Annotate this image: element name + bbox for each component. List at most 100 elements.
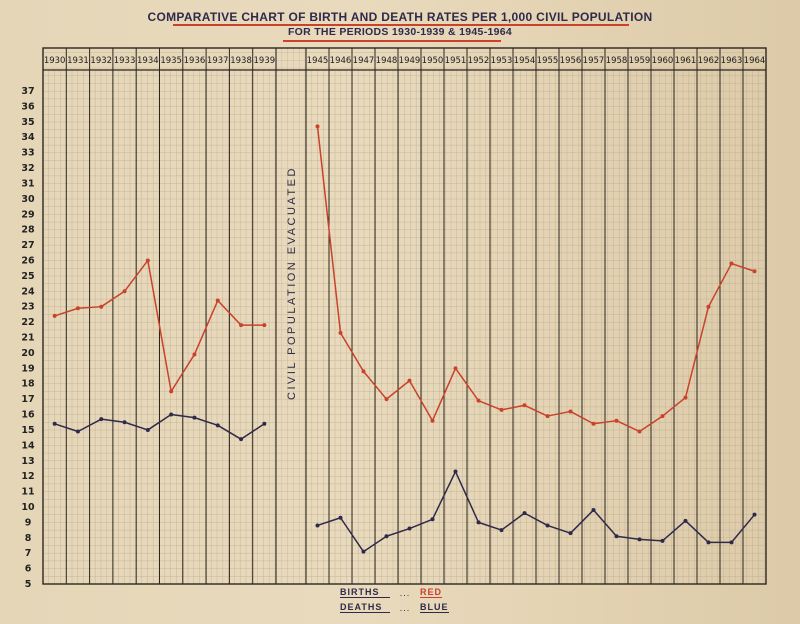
chart-title: COMPARATIVE CHART OF BIRTH AND DEATH RAT… [147,10,653,24]
births-data-point [614,418,619,423]
x-tick-label: 1949 [399,56,421,66]
births-data-point [122,289,127,294]
deaths-data-point [706,540,711,545]
x-tick-label: 1933 [114,56,136,66]
y-tick-label: 31 [21,178,34,189]
y-tick-label: 27 [21,240,34,251]
legend-births-color: RED [420,587,443,598]
y-tick-label: 16 [21,410,35,421]
x-tick-label: 1954 [514,56,536,66]
y-tick-label: 22 [21,317,34,328]
x-tick-label: 1952 [468,56,490,66]
y-tick-label: 36 [21,101,35,112]
births-data-point [430,418,435,423]
births-data-point [192,352,197,357]
deaths-data-point [52,421,57,426]
y-tick-label: 24 [21,286,35,297]
deaths-data-point [591,508,596,513]
deaths-data-point [729,540,734,545]
births-data-point [683,395,688,400]
y-tick-label: 21 [21,333,34,344]
deaths-data-point [215,423,220,428]
gap-annotation: CIVIL POPULATION EVACUATED [286,166,298,400]
x-tick-label: 1950 [422,56,444,66]
deaths-data-point [239,437,244,442]
x-tick-label: 1947 [353,56,375,66]
legend-births-label: BIRTHS [340,587,390,598]
x-tick-label: 1948 [376,56,398,66]
deaths-line [317,470,756,553]
deaths-data-point [192,415,197,420]
births-data-point [545,414,550,419]
y-tick-label: 6 [25,564,32,575]
deaths-data-point [99,417,104,422]
births-data-point [52,313,57,318]
y-tick-label: 18 [21,379,35,390]
deaths-data-point [169,412,174,417]
births-data-point [407,378,412,383]
x-tick-label: 1932 [90,56,112,66]
y-tick-label: 9 [25,517,32,528]
x-tick-label: 1956 [560,56,582,66]
x-tick-label: 1964 [744,56,766,66]
births-data-point [338,330,343,335]
births-data-point [568,409,573,414]
births-data-point [499,407,504,412]
deaths-data-point [568,531,573,536]
births-data-point [315,124,320,129]
deaths-data-point [476,520,481,525]
deaths-data-point [361,549,366,554]
subtitle-underline [283,40,501,42]
births-data-point [637,429,642,434]
chart-subtitle: FOR THE PERIODS 1930-1939 & 1945-1964 [287,26,513,38]
deaths-data-point [384,534,389,539]
y-tick-label: 30 [21,194,35,205]
deaths-data-point [637,537,642,542]
legend-deaths-label: DEATHS [340,602,390,613]
y-tick-label: 20 [21,348,35,359]
births-data-point [384,397,389,402]
y-tick-label: 11 [21,487,34,498]
y-tick-label: 26 [21,255,35,266]
x-tick-label: 1963 [721,56,743,66]
deaths-data-point [338,515,343,520]
births-data-point [729,261,734,266]
births-data-point [99,304,104,309]
x-tick-label: 1934 [137,56,159,66]
x-tick-label: 1931 [67,56,89,66]
births-data-point [215,298,220,303]
x-tick-label: 1962 [698,56,720,66]
legend-births: BIRTHS ... RED [340,585,480,600]
deaths-data-point [522,511,527,516]
x-tick-label: 1946 [330,56,352,66]
y-tick-label: 35 [21,117,34,128]
x-tick-label: 1959 [629,56,651,66]
births-data-point [706,304,711,309]
deaths-line [54,413,265,440]
y-tick-label: 5 [25,579,32,590]
y-tick-label: 10 [21,502,35,513]
births-data-point [591,421,596,426]
legend: BIRTHS ... RED DEATHS ... BLUE [340,585,480,615]
y-tick-label: 28 [21,225,35,236]
deaths-data-point [407,526,412,531]
deaths-data-point [752,512,757,517]
x-tick-label: 1958 [606,56,628,66]
y-tick-label: 12 [21,471,34,482]
deaths-data-point [315,523,320,528]
births-data-point [361,369,366,374]
x-tick-label: 1953 [491,56,513,66]
births-data-point [239,323,244,328]
births-data-point [145,258,150,263]
x-tick-label: 1935 [160,56,182,66]
y-tick-label: 19 [21,363,34,374]
births-data-point [262,323,267,328]
y-tick-label: 15 [21,425,34,436]
births-data-point [453,366,458,371]
x-tick-label: 1939 [254,56,276,66]
x-tick-label: 1930 [44,56,66,66]
legend-deaths: DEATHS ... BLUE [340,600,480,615]
legend-deaths-color: BLUE [420,602,449,613]
births-data-point [752,269,757,274]
